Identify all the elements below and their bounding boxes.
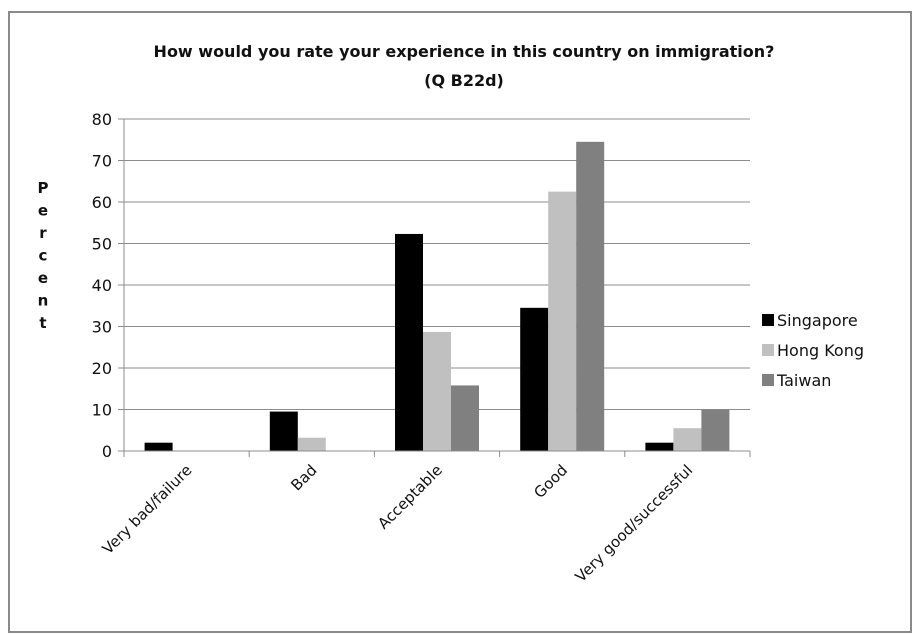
axes [123,119,750,452]
chart-frame: How would you rate your experience in th… [8,11,912,633]
chart-subtitle: (Q B22d) [424,71,504,90]
y-tick-label: 20 [92,359,112,378]
bar [701,409,730,451]
bar [269,411,298,451]
bar [395,233,423,451]
y-tick-label: 60 [92,193,112,212]
y-axis-label-letter: e [38,269,48,287]
bar [451,385,479,451]
x-tick-label: Acceptable [374,461,446,533]
legend-swatch [762,314,774,326]
y-axis-label-letter: P [38,179,49,197]
x-tick-label: Good [530,461,571,502]
y-tick-label: 40 [92,276,112,295]
bars [144,141,730,451]
bar [576,141,605,451]
legend-label: Hong Kong [777,341,864,360]
y-axis-label-letter: e [38,202,48,220]
y-axis-label-letter: c [39,247,48,265]
x-axis-ticks: Very bad/failure Bad Acceptable Good Very go… [99,451,751,586]
y-tick-label: 50 [92,235,112,254]
y-axis-label-letter: n [38,292,49,310]
legend-label: Singapore [777,311,858,330]
y-axis-label-letter: r [39,224,47,242]
y-tick-label: 30 [92,318,112,337]
y-tick-label: 70 [92,152,112,171]
bar [673,428,702,451]
x-tick-label: Very good/successful [572,461,697,586]
x-tick-label: Very bad/failure [99,461,196,558]
bar [548,191,577,451]
y-tick-label: 0 [102,442,112,461]
bar [144,442,173,451]
y-tick-label: 10 [92,401,112,420]
bar [423,331,451,451]
bar [297,437,326,451]
y-axis-ticks: 0 10 20 30 40 50 60 70 80 [92,110,124,461]
gridlines [124,118,750,410]
legend-swatch [762,374,774,386]
legend-swatch [762,344,774,356]
legend-label: Taiwan [776,371,831,390]
bar-chart: How would you rate your experience in th… [38,42,864,586]
bar [520,307,549,451]
bar [645,442,674,451]
x-tick-label: Bad [287,461,320,494]
chart-title: How would you rate your experience in th… [154,42,775,61]
y-axis-label-letter: t [39,314,46,332]
legend: Singapore Hong Kong Taiwan [762,311,864,390]
y-tick-label: 80 [92,110,112,129]
